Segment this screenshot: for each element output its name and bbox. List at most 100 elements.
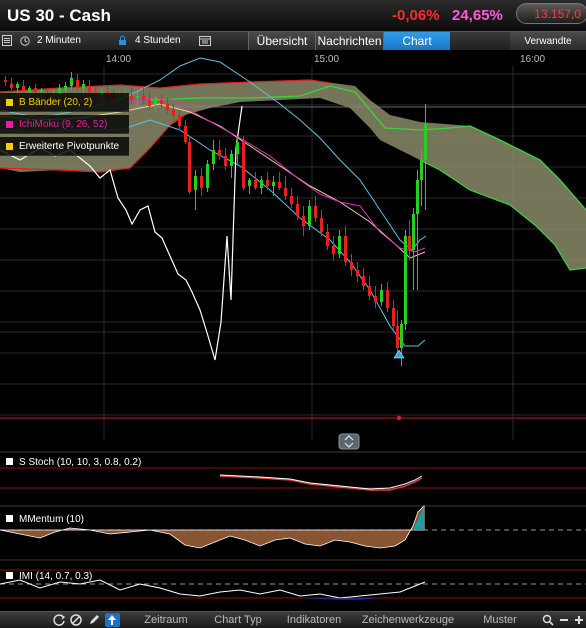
candle-body <box>412 214 415 250</box>
price-chart[interactable]: 14:00 15:00 16:00 <box>0 50 586 611</box>
zoom-out-icon[interactable] <box>557 613 572 627</box>
candle-body <box>374 296 377 302</box>
candle-body <box>230 154 233 166</box>
chart-toolbar: 2 Minuten 4 Stunden Übersicht Nachrichte… <box>0 31 586 52</box>
candle-body <box>356 270 359 276</box>
candle-body <box>206 164 209 188</box>
candle-body <box>408 236 411 250</box>
candle-body <box>272 182 275 186</box>
candle-body <box>10 84 13 88</box>
candle-body <box>212 150 215 164</box>
candle-body <box>166 104 169 110</box>
candle-body <box>236 142 239 154</box>
candle-body <box>88 86 91 92</box>
pencil-icon[interactable] <box>87 613 102 627</box>
imi-fill <box>300 598 395 600</box>
candle-body <box>362 276 365 286</box>
candle-body <box>172 110 175 116</box>
candle-body <box>420 160 423 180</box>
candle-body <box>136 96 139 98</box>
time-label: 15:00 <box>314 54 339 65</box>
candle-body <box>302 216 305 226</box>
interval-select[interactable]: 2 Minuten <box>37 35 81 46</box>
legend-item-pivot[interactable]: Erweiterte Pivotpunkte <box>0 137 129 156</box>
instrument-header: US 30 - Cash -0,06% 24,65% 13.157,0 <box>0 0 586 31</box>
candle-body <box>266 180 269 186</box>
legend-item-bollinger[interactable]: B Bänder (20, 2) <box>0 93 129 112</box>
related-button[interactable]: Verwandte <box>510 32 586 51</box>
panel-resize-handle[interactable] <box>338 433 360 450</box>
cursor-icon[interactable] <box>105 613 120 627</box>
legend-label: IchiMoku (9, 26, 52) <box>19 119 108 130</box>
time-label: 14:00 <box>106 54 131 65</box>
candle-body <box>76 80 79 88</box>
candle-body <box>70 78 73 86</box>
price-change: -0,06% <box>392 7 440 24</box>
candle-body <box>400 324 403 348</box>
candle-body <box>278 182 281 188</box>
cloud-edge-red <box>0 79 331 93</box>
candle-body <box>34 88 37 92</box>
candle-body <box>260 180 263 188</box>
candle-body <box>242 142 245 188</box>
candle-body <box>404 236 407 324</box>
calendar-icon[interactable] <box>199 35 211 49</box>
bottom-toolbar: Zeitraum Chart Typ Indikatoren Zeichenwe… <box>0 611 586 628</box>
zoom-in-icon[interactable] <box>572 613 586 627</box>
candle-body <box>160 100 163 104</box>
candle-body <box>188 142 191 192</box>
candle-body <box>416 180 419 214</box>
imi-line <box>0 579 426 599</box>
candle-body <box>326 232 329 246</box>
range-select[interactable]: 4 Stunden <box>135 35 181 46</box>
patterns-button[interactable]: Muster <box>483 614 517 626</box>
legend-label: B Bänder (20, 2) <box>19 97 93 108</box>
tab-news[interactable]: Nachrichten <box>315 32 383 51</box>
candle-body <box>148 100 151 106</box>
signal-arrow-icon <box>393 349 405 359</box>
candle-body <box>248 180 251 186</box>
timeframe-button[interactable]: Zeitraum <box>144 614 188 626</box>
candle-body <box>40 90 43 92</box>
tab-overview[interactable]: Übersicht <box>248 32 315 51</box>
stoch-panel-label[interactable]: S Stoch (10, 10, 3, 0.8, 0.2) <box>6 457 141 468</box>
candle-body <box>130 96 133 100</box>
candle-body <box>194 176 197 190</box>
candle-body <box>344 236 347 262</box>
candle-body <box>4 80 7 82</box>
legend-item-ichimoku[interactable]: IchiMoku (9, 26, 52) <box>0 115 129 134</box>
candles-group <box>4 72 427 366</box>
candle-body <box>218 150 221 156</box>
time-label: 16:00 <box>520 54 545 65</box>
chart-type-button[interactable]: Chart Typ <box>214 614 262 626</box>
tab-chart[interactable]: Chart <box>383 32 450 51</box>
refresh-icon[interactable] <box>52 613 67 627</box>
candle-body <box>200 176 203 188</box>
indicators-button[interactable]: Indikatoren <box>286 614 342 626</box>
candle-body <box>338 236 341 254</box>
candle-body <box>332 246 335 254</box>
ichimoku-cloud <box>0 80 586 270</box>
momentum-peak <box>413 506 424 530</box>
sentiment-percent: 24,65% <box>452 7 503 24</box>
candle-body <box>392 308 395 326</box>
candle-body <box>184 126 187 142</box>
drawing-tools-button[interactable]: Zeichenwerkzeuge <box>361 614 455 626</box>
price-badge[interactable]: 13.157,0 <box>516 3 586 24</box>
candle-body <box>424 124 427 160</box>
candle-body <box>320 218 323 232</box>
imi-panel-label[interactable]: IMI (14, 0.7, 0.3) <box>6 571 92 582</box>
candle-body <box>290 196 293 204</box>
stoch-signal <box>219 474 423 490</box>
candle-body <box>28 88 31 92</box>
clock-icon[interactable] <box>20 36 30 49</box>
candle-body <box>284 188 287 196</box>
lock-icon[interactable] <box>118 35 127 49</box>
no-icon[interactable] <box>69 613 84 627</box>
candle-body <box>142 96 145 100</box>
zoom-icon[interactable] <box>541 613 556 627</box>
instrument-title: US 30 - Cash <box>7 6 111 25</box>
momentum-panel-label[interactable]: MMentum (10) <box>6 514 84 525</box>
grid-menu-icon[interactable] <box>2 35 12 49</box>
candle-body <box>368 286 371 296</box>
